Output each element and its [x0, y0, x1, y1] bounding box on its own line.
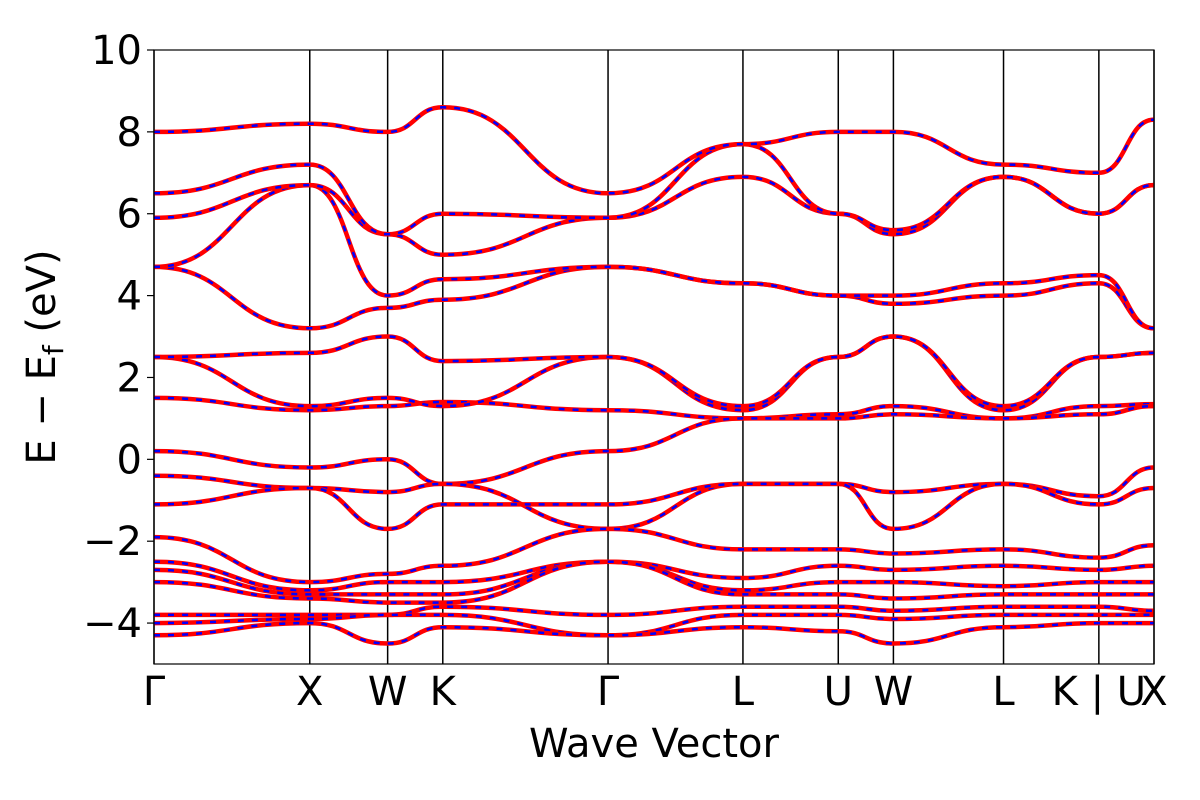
y-tick-label: 4: [117, 274, 142, 320]
y-tick-label: −2: [83, 519, 142, 565]
band-line-dashed: [154, 335, 1154, 408]
band-line-dashed: [154, 142, 1154, 236]
y-title-sub: f: [37, 344, 70, 355]
x-tick-label: K | U: [1052, 669, 1146, 715]
band-line-dashed: [154, 396, 1154, 420]
y-tick-label: 6: [117, 192, 142, 238]
band-line-dashed: [154, 404, 1154, 486]
y-title-unit: (eV): [19, 249, 65, 345]
x-tick-label: X: [296, 669, 323, 715]
x-tick-label: U: [824, 669, 853, 715]
x-tick-label: L: [732, 669, 755, 715]
band-line-dashed: [154, 335, 1154, 412]
high-symmetry-lines: [153, 50, 1155, 664]
band-line-dashed: [154, 482, 1154, 531]
band-line-dashed: [154, 466, 1154, 531]
x-tick-label: K: [430, 669, 458, 715]
x-axis-title: Wave Vector: [529, 721, 780, 767]
y-axis-title: E − Ef (eV): [19, 249, 70, 464]
y-axis-ticks: −4 −2 0 2 4 6 8 10: [83, 28, 154, 647]
y-tick-label: 8: [117, 110, 142, 156]
y-title-main: E − E: [19, 355, 65, 465]
x-tick-label: Γ: [143, 669, 166, 715]
y-tick-label: 2: [117, 355, 142, 401]
band-line-dashed: [154, 560, 1154, 592]
x-tick-label: X: [1140, 669, 1167, 715]
band-line-dashed: [154, 605, 1154, 617]
band-line-solid: [154, 559, 1154, 605]
band-lines: [154, 105, 1154, 646]
plot-frame: [153, 49, 1155, 665]
y-tick-label: 0: [117, 437, 142, 483]
y-tick-label: 10: [91, 28, 142, 74]
x-tick-label: W: [368, 669, 408, 715]
band-line-solid: [154, 105, 1154, 196]
band-line-dashed: [154, 560, 1154, 596]
band-line-dashed: [154, 527, 1154, 584]
band-line-dashed: [154, 183, 1154, 330]
x-tick-label: Γ: [597, 669, 620, 715]
y-tick-label: −4: [83, 601, 142, 647]
band-line-dashed: [154, 621, 1154, 645]
x-tick-label: W: [874, 669, 914, 715]
band-line-dashed: [154, 613, 1154, 637]
x-tick-label: L: [992, 669, 1015, 715]
